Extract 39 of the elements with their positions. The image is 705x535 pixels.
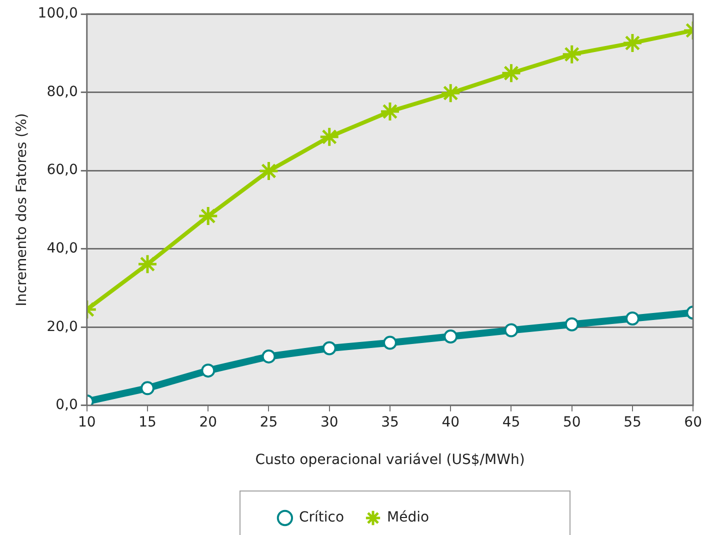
- point: [322, 341, 336, 356]
- point: [625, 312, 640, 326]
- y-tick-label: 60,0: [46, 162, 78, 178]
- point: [440, 82, 461, 104]
- y-tick-label: 0,0: [56, 397, 78, 414]
- point: [201, 364, 216, 378]
- point: [564, 317, 579, 332]
- y-tick-label: 20,0: [46, 318, 78, 335]
- x-tick-label: 60: [684, 414, 702, 430]
- x-tick-label: 40: [442, 414, 460, 430]
- x-tick-label: 20: [199, 414, 218, 430]
- point: [140, 381, 154, 396]
- x-tick-label: 55: [624, 414, 642, 430]
- x-tick-label: 10: [78, 414, 96, 430]
- y-tick-label: 40,0: [46, 240, 78, 256]
- point: [380, 101, 400, 122]
- point: [444, 330, 458, 344]
- x-tick-label: 15: [138, 414, 156, 430]
- point: [262, 349, 276, 364]
- x-tick-label: 45: [502, 414, 520, 430]
- point: [137, 254, 158, 274]
- y-tick-label: 100,0: [38, 6, 78, 22]
- y-tick-label: 80,0: [46, 84, 78, 100]
- x-tick-label: 35: [381, 414, 399, 430]
- point: [500, 62, 522, 84]
- point: [504, 323, 518, 338]
- legend-label: Médio: [387, 510, 430, 526]
- x-tick-label: 50: [562, 414, 581, 430]
- point: [562, 44, 582, 65]
- point: [198, 206, 218, 226]
- legend-label: Crítico: [298, 510, 344, 526]
- x-tick-label: 30: [320, 414, 338, 430]
- x-axis-title: Custo operacional variável (US$/MWh): [255, 452, 525, 468]
- y-axis-title: Incremento dos Fatores (%): [14, 113, 30, 306]
- point: [258, 160, 279, 182]
- x-tick-label: 25: [260, 414, 278, 430]
- point: [382, 336, 397, 350]
- point: [622, 32, 643, 54]
- point: [319, 126, 340, 148]
